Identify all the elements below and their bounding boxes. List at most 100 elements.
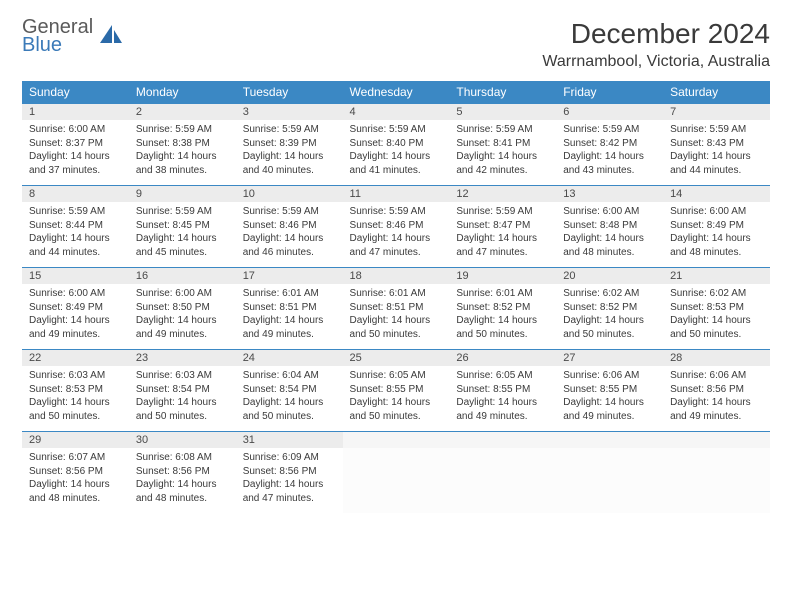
day-number-cell: 27 <box>556 350 663 367</box>
day-number-cell: 13 <box>556 186 663 203</box>
day-data-cell: Sunrise: 5:59 AMSunset: 8:46 PMDaylight:… <box>236 202 343 268</box>
weekday-header: Tuesday <box>236 81 343 104</box>
sunset-line: Sunset: 8:56 PM <box>29 465 122 479</box>
day-data-cell: Sunrise: 6:00 AMSunset: 8:37 PMDaylight:… <box>22 120 129 186</box>
day-data-cell: Sunrise: 6:01 AMSunset: 8:51 PMDaylight:… <box>236 284 343 350</box>
month-title: December 2024 <box>542 18 770 50</box>
sunrise-line: Sunrise: 6:05 AM <box>456 369 549 383</box>
weekday-header: Friday <box>556 81 663 104</box>
location: Warrnambool, Victoria, Australia <box>542 53 770 71</box>
day-data-cell: Sunrise: 5:59 AMSunset: 8:45 PMDaylight:… <box>129 202 236 268</box>
sunrise-line: Sunrise: 5:59 AM <box>243 205 336 219</box>
sunrise-line: Sunrise: 5:59 AM <box>243 123 336 137</box>
day-number-row: 22232425262728 <box>22 350 770 367</box>
day-data-cell: Sunrise: 6:05 AMSunset: 8:55 PMDaylight:… <box>343 366 450 432</box>
daylight-line: Daylight: 14 hours and 47 minutes. <box>350 232 443 259</box>
sunset-line: Sunset: 8:55 PM <box>456 383 549 397</box>
sunrise-line: Sunrise: 6:00 AM <box>29 287 122 301</box>
day-number-cell: 31 <box>236 432 343 449</box>
sunset-line: Sunset: 8:56 PM <box>670 383 763 397</box>
day-data-row: Sunrise: 6:00 AMSunset: 8:37 PMDaylight:… <box>22 120 770 186</box>
sunset-line: Sunset: 8:51 PM <box>243 301 336 315</box>
sunset-line: Sunset: 8:54 PM <box>136 383 229 397</box>
sunrise-line: Sunrise: 6:08 AM <box>136 451 229 465</box>
day-data-cell <box>663 448 770 513</box>
day-number-row: 15161718192021 <box>22 268 770 285</box>
day-number-cell: 19 <box>449 268 556 285</box>
day-number-cell: 29 <box>22 432 129 449</box>
sunset-line: Sunset: 8:48 PM <box>563 219 656 233</box>
sunset-line: Sunset: 8:55 PM <box>563 383 656 397</box>
day-data-cell: Sunrise: 6:00 AMSunset: 8:50 PMDaylight:… <box>129 284 236 350</box>
sunset-line: Sunset: 8:49 PM <box>29 301 122 315</box>
day-data-cell: Sunrise: 6:00 AMSunset: 8:48 PMDaylight:… <box>556 202 663 268</box>
sunrise-line: Sunrise: 6:01 AM <box>350 287 443 301</box>
weekday-header: Sunday <box>22 81 129 104</box>
day-data-cell: Sunrise: 5:59 AMSunset: 8:39 PMDaylight:… <box>236 120 343 186</box>
daylight-line: Daylight: 14 hours and 49 minutes. <box>243 314 336 341</box>
sunrise-line: Sunrise: 5:59 AM <box>350 123 443 137</box>
sunrise-line: Sunrise: 6:05 AM <box>350 369 443 383</box>
day-data-cell: Sunrise: 6:04 AMSunset: 8:54 PMDaylight:… <box>236 366 343 432</box>
header: General Blue December 2024 Warrnambool, … <box>22 18 770 71</box>
day-number-cell: 25 <box>343 350 450 367</box>
day-number-cell <box>449 432 556 449</box>
daylight-line: Daylight: 14 hours and 44 minutes. <box>670 150 763 177</box>
day-data-row: Sunrise: 6:03 AMSunset: 8:53 PMDaylight:… <box>22 366 770 432</box>
day-data-cell <box>343 448 450 513</box>
daylight-line: Daylight: 14 hours and 48 minutes. <box>29 478 122 505</box>
daylight-line: Daylight: 14 hours and 50 minutes. <box>350 396 443 423</box>
sunrise-line: Sunrise: 5:59 AM <box>136 123 229 137</box>
sunset-line: Sunset: 8:51 PM <box>350 301 443 315</box>
day-data-cell: Sunrise: 6:01 AMSunset: 8:51 PMDaylight:… <box>343 284 450 350</box>
sunset-line: Sunset: 8:49 PM <box>670 219 763 233</box>
sunrise-line: Sunrise: 5:59 AM <box>136 205 229 219</box>
day-data-cell: Sunrise: 6:03 AMSunset: 8:53 PMDaylight:… <box>22 366 129 432</box>
daylight-line: Daylight: 14 hours and 47 minutes. <box>243 478 336 505</box>
daylight-line: Daylight: 14 hours and 49 minutes. <box>29 314 122 341</box>
day-data-cell: Sunrise: 6:05 AMSunset: 8:55 PMDaylight:… <box>449 366 556 432</box>
day-number-cell: 20 <box>556 268 663 285</box>
brand-word2: Blue <box>22 36 93 54</box>
sunset-line: Sunset: 8:44 PM <box>29 219 122 233</box>
daylight-line: Daylight: 14 hours and 50 minutes. <box>456 314 549 341</box>
day-number-cell: 6 <box>556 104 663 121</box>
day-data-cell: Sunrise: 6:03 AMSunset: 8:54 PMDaylight:… <box>129 366 236 432</box>
day-number-cell: 28 <box>663 350 770 367</box>
day-number-cell: 22 <box>22 350 129 367</box>
sunset-line: Sunset: 8:55 PM <box>350 383 443 397</box>
weekday-header: Monday <box>129 81 236 104</box>
sunrise-line: Sunrise: 6:00 AM <box>563 205 656 219</box>
day-data-row: Sunrise: 6:00 AMSunset: 8:49 PMDaylight:… <box>22 284 770 350</box>
sunset-line: Sunset: 8:40 PM <box>350 137 443 151</box>
sunset-line: Sunset: 8:52 PM <box>563 301 656 315</box>
sunrise-line: Sunrise: 5:59 AM <box>563 123 656 137</box>
daylight-line: Daylight: 14 hours and 38 minutes. <box>136 150 229 177</box>
daylight-line: Daylight: 14 hours and 42 minutes. <box>456 150 549 177</box>
day-number-cell: 12 <box>449 186 556 203</box>
weekday-header: Wednesday <box>343 81 450 104</box>
day-number-cell <box>663 432 770 449</box>
day-number-cell: 11 <box>343 186 450 203</box>
sunrise-line: Sunrise: 6:07 AM <box>29 451 122 465</box>
daylight-line: Daylight: 14 hours and 49 minutes. <box>563 396 656 423</box>
day-data-cell: Sunrise: 5:59 AMSunset: 8:44 PMDaylight:… <box>22 202 129 268</box>
day-number-cell: 2 <box>129 104 236 121</box>
calendar-table: SundayMondayTuesdayWednesdayThursdayFrid… <box>22 81 770 513</box>
daylight-line: Daylight: 14 hours and 44 minutes. <box>29 232 122 259</box>
day-data-cell: Sunrise: 5:59 AMSunset: 8:46 PMDaylight:… <box>343 202 450 268</box>
sunset-line: Sunset: 8:52 PM <box>456 301 549 315</box>
daylight-line: Daylight: 14 hours and 46 minutes. <box>243 232 336 259</box>
day-number-cell <box>556 432 663 449</box>
brand-logo: General Blue <box>22 18 124 54</box>
daylight-line: Daylight: 14 hours and 48 minutes. <box>136 478 229 505</box>
daylight-line: Daylight: 14 hours and 50 minutes. <box>243 396 336 423</box>
sunset-line: Sunset: 8:53 PM <box>670 301 763 315</box>
day-data-cell: Sunrise: 5:59 AMSunset: 8:42 PMDaylight:… <box>556 120 663 186</box>
sunset-line: Sunset: 8:53 PM <box>29 383 122 397</box>
day-number-cell: 18 <box>343 268 450 285</box>
day-number-cell <box>343 432 450 449</box>
sunset-line: Sunset: 8:46 PM <box>243 219 336 233</box>
day-data-cell: Sunrise: 6:02 AMSunset: 8:53 PMDaylight:… <box>663 284 770 350</box>
title-block: December 2024 Warrnambool, Victoria, Aus… <box>542 18 770 71</box>
